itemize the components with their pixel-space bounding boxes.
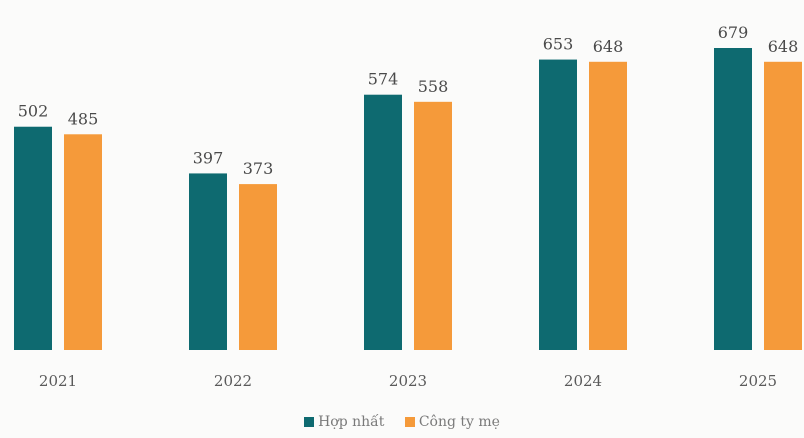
bar-2022-series-0 [189, 173, 227, 350]
bar-2025-series-1 [764, 61, 802, 350]
value-label-2023-series-1: 558 [418, 77, 449, 96]
bar-2024-series-0 [539, 59, 577, 351]
bar-2021-series-1 [64, 134, 102, 350]
legend-swatch-series-0 [304, 417, 315, 427]
x-tick-label-2021: 2021 [39, 372, 77, 390]
value-label-2025-series-1: 648 [768, 37, 799, 56]
legend-item-series-1: Công ty mẹ [404, 414, 500, 430]
value-label-2025-series-0: 679 [718, 23, 749, 42]
x-tick-label-2022: 2022 [214, 372, 252, 390]
legend-item-series-0: Hợp nhất [304, 414, 384, 430]
legend-label-series-0: Hợp nhất [318, 414, 385, 430]
value-label-2023-series-0: 574 [368, 70, 399, 89]
value-label-2024-series-0: 653 [543, 35, 574, 54]
legend-swatch-series-1 [404, 417, 415, 427]
x-tick-label-2024: 2024 [564, 372, 602, 390]
bar-2022-series-1 [239, 184, 277, 350]
legend-label-series-1: Công ty mẹ [418, 414, 500, 430]
bar-2021-series-0 [14, 126, 52, 350]
bar-2024-series-1 [589, 61, 627, 350]
value-label-2021-series-0: 502 [18, 102, 49, 121]
x-tick-label-2023: 2023 [389, 372, 427, 390]
value-label-2022-series-0: 397 [193, 148, 224, 167]
bar-2023-series-1 [414, 101, 452, 350]
bar-2025-series-0 [714, 48, 752, 350]
legend: Hợp nhất Công ty mẹ [0, 414, 804, 431]
x-tick-label-2025: 2025 [739, 372, 777, 390]
value-label-2022-series-1: 373 [243, 159, 274, 178]
bar-2023-series-0 [364, 94, 402, 350]
value-label-2021-series-1: 485 [68, 109, 99, 128]
value-label-2024-series-1: 648 [593, 37, 624, 56]
